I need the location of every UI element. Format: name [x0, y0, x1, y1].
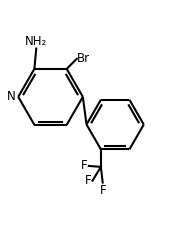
- Text: NH₂: NH₂: [25, 35, 47, 48]
- Text: N: N: [7, 90, 16, 103]
- Text: Br: Br: [77, 52, 90, 65]
- Text: F: F: [85, 174, 92, 187]
- Text: F: F: [81, 159, 88, 173]
- Text: F: F: [99, 184, 106, 197]
